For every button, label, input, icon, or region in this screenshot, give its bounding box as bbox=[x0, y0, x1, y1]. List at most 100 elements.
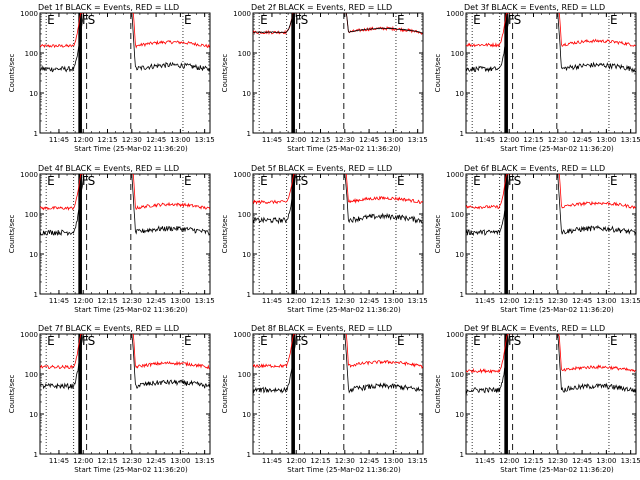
y-tick-label: 100 bbox=[238, 50, 251, 58]
x-tick-label: 13:15 bbox=[408, 297, 428, 305]
marker-label: E bbox=[47, 13, 55, 27]
marker-label: E bbox=[397, 174, 405, 188]
x-tick-label: 12:00 bbox=[499, 297, 519, 305]
series-events-line bbox=[40, 13, 210, 73]
marker-label: S bbox=[88, 174, 96, 188]
x-tick-label: 13:15 bbox=[195, 136, 215, 144]
x-tick-label: 12:45 bbox=[359, 457, 379, 465]
y-tick-label: 1000 bbox=[446, 10, 464, 18]
series-events-line bbox=[253, 334, 423, 394]
y-tick-label: 10 bbox=[242, 251, 251, 259]
y-tick-label: 1000 bbox=[233, 10, 251, 18]
marker-label: E bbox=[184, 13, 192, 27]
y-tick-label: 100 bbox=[25, 211, 38, 219]
x-tick-label: 12:00 bbox=[286, 457, 306, 465]
y-tick-label: 100 bbox=[451, 50, 464, 58]
y-tick-label: 1 bbox=[460, 291, 464, 299]
x-tick-label: 12:30 bbox=[548, 136, 568, 144]
marker-label: E bbox=[397, 334, 405, 348]
x-tick-label: 13:15 bbox=[621, 457, 640, 465]
marker-label: S bbox=[514, 174, 522, 188]
marker-label: F bbox=[508, 174, 515, 188]
x-tick-label: 11:45 bbox=[49, 297, 69, 305]
y-tick-label: 10 bbox=[242, 90, 251, 98]
y-axis-label: Counts/sec bbox=[221, 215, 229, 254]
y-axis-label: Counts/sec bbox=[434, 54, 442, 93]
series-lld-line bbox=[466, 334, 636, 374]
x-axis-label: Start Time (25-Mar-02 11:36:20) bbox=[287, 466, 401, 474]
y-tick-label: 1000 bbox=[20, 10, 38, 18]
x-tick-label: 12:15 bbox=[310, 297, 330, 305]
x-tick-label: 12:15 bbox=[523, 136, 543, 144]
y-tick-label: 100 bbox=[238, 211, 251, 219]
x-tick-label: 12:45 bbox=[572, 457, 592, 465]
x-tick-label: 13:15 bbox=[408, 457, 428, 465]
series-events-line bbox=[253, 174, 423, 225]
y-tick-label: 10 bbox=[29, 90, 38, 98]
x-axis-label: Start Time (25-Mar-02 11:36:20) bbox=[287, 145, 401, 153]
x-tick-label: 12:15 bbox=[310, 457, 330, 465]
plot-frame bbox=[39, 12, 211, 134]
marker-label: S bbox=[514, 13, 522, 27]
marker-label: S bbox=[88, 334, 96, 348]
x-tick-label: 12:45 bbox=[359, 136, 379, 144]
x-tick-label: 11:45 bbox=[262, 457, 282, 465]
x-tick-label: 12:45 bbox=[146, 297, 166, 305]
marker-label: F bbox=[82, 334, 89, 348]
series-lld-line bbox=[253, 174, 423, 205]
x-tick-label: 13:15 bbox=[195, 457, 215, 465]
y-tick-label: 10 bbox=[455, 90, 464, 98]
x-tick-label: 13:15 bbox=[195, 297, 215, 305]
x-tick-label: 13:15 bbox=[621, 297, 640, 305]
x-tick-label: 11:45 bbox=[475, 457, 495, 465]
panel-title: Det 3f BLACK = Events, RED = LLD bbox=[464, 3, 605, 12]
x-tick-label: 12:00 bbox=[286, 297, 306, 305]
x-axis-label: Start Time (25-Mar-02 11:36:20) bbox=[500, 145, 614, 153]
series-lld-line bbox=[466, 13, 636, 48]
x-tick-label: 11:45 bbox=[49, 457, 69, 465]
marker-label: E bbox=[184, 174, 192, 188]
x-tick-label: 12:30 bbox=[122, 457, 142, 465]
x-tick-label: 13:00 bbox=[383, 457, 403, 465]
x-tick-label: 12:45 bbox=[146, 457, 166, 465]
y-tick-label: 1 bbox=[247, 291, 251, 299]
x-axis-label: Start Time (25-Mar-02 11:36:20) bbox=[500, 466, 614, 474]
x-tick-label: 13:15 bbox=[621, 136, 640, 144]
series-events-line bbox=[40, 334, 210, 391]
x-axis-label: Start Time (25-Mar-02 11:36:20) bbox=[287, 306, 401, 314]
x-tick-label: 12:30 bbox=[335, 297, 355, 305]
series-events-line bbox=[466, 334, 636, 395]
plot-frame bbox=[465, 173, 637, 295]
x-tick-label: 13:00 bbox=[596, 136, 616, 144]
marker-label: E bbox=[473, 13, 481, 27]
x-axis-label: Start Time (25-Mar-02 11:36:20) bbox=[74, 306, 188, 314]
x-tick-label: 12:15 bbox=[97, 136, 117, 144]
plot-frame bbox=[252, 333, 424, 455]
marker-label: F bbox=[508, 334, 515, 348]
marker-label: E bbox=[260, 334, 268, 348]
x-tick-label: 12:15 bbox=[97, 457, 117, 465]
x-tick-label: 13:00 bbox=[170, 136, 190, 144]
panel-title: Det 7f BLACK = Events, RED = LLD bbox=[38, 324, 179, 333]
marker-label: E bbox=[260, 174, 268, 188]
marker-label: S bbox=[301, 13, 309, 27]
y-tick-label: 1 bbox=[247, 130, 251, 138]
y-tick-label: 1000 bbox=[20, 331, 38, 339]
x-tick-label: 13:15 bbox=[408, 136, 428, 144]
x-tick-label: 13:00 bbox=[383, 136, 403, 144]
y-tick-label: 1000 bbox=[233, 171, 251, 179]
plot-frame bbox=[465, 333, 637, 455]
y-axis-label: Counts/sec bbox=[221, 375, 229, 414]
marker-label: F bbox=[295, 13, 302, 27]
x-axis-label: Start Time (25-Mar-02 11:36:20) bbox=[500, 306, 614, 314]
marker-label: F bbox=[82, 13, 89, 27]
y-tick-label: 100 bbox=[451, 211, 464, 219]
y-tick-label: 10 bbox=[455, 251, 464, 259]
y-tick-label: 100 bbox=[451, 371, 464, 379]
